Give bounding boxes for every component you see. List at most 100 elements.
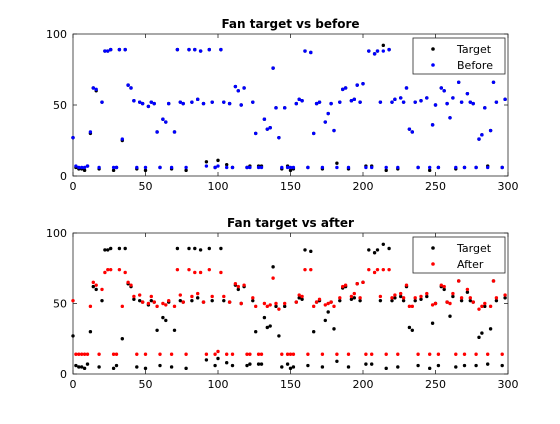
data-point (436, 165, 441, 170)
data-point (361, 82, 365, 86)
data-point (169, 365, 174, 369)
data-point (413, 296, 417, 300)
data-point (251, 298, 255, 303)
data-point (291, 165, 296, 170)
data-point (164, 303, 168, 307)
data-point (216, 356, 220, 361)
data-point (381, 267, 385, 272)
data-point (198, 248, 203, 252)
data-point (332, 128, 336, 133)
data-point (303, 267, 307, 272)
data-point (242, 86, 246, 90)
data-point (335, 165, 339, 170)
data-point (297, 97, 301, 102)
data-point (248, 362, 252, 366)
data-point (198, 270, 203, 275)
data-point (120, 304, 125, 309)
data-point (225, 352, 229, 356)
data-point (486, 352, 490, 356)
data-point (430, 321, 435, 325)
data-point (80, 165, 84, 170)
data-point (256, 352, 261, 356)
data-point (393, 296, 397, 300)
data-point (442, 287, 446, 292)
data-point (123, 47, 127, 52)
data-point (433, 301, 438, 306)
data-point (123, 246, 127, 251)
data-point (477, 335, 481, 340)
data-point (500, 363, 504, 368)
data-point (399, 96, 403, 100)
data-point (416, 363, 420, 368)
data-point (381, 43, 385, 48)
data-point (326, 310, 330, 314)
data-point (375, 248, 380, 252)
data-point (132, 297, 136, 301)
data-point (494, 298, 499, 303)
data-point (425, 291, 429, 296)
legend-label: Before (457, 59, 493, 72)
data-point (312, 304, 316, 309)
data-point (219, 47, 223, 52)
data-point (161, 301, 165, 306)
data-point (300, 99, 304, 103)
data-point (271, 265, 275, 269)
data-point (164, 120, 168, 124)
data-point (358, 100, 362, 104)
data-point (126, 280, 130, 285)
data-point (486, 165, 490, 170)
data-point (158, 352, 162, 356)
data-point (483, 106, 487, 110)
data-point (274, 304, 278, 309)
legend-marker (431, 246, 435, 250)
data-point (94, 287, 98, 292)
data-point (196, 296, 200, 300)
data-point (123, 270, 127, 275)
data-point (117, 267, 122, 272)
data-point (274, 106, 278, 110)
data-point (109, 246, 113, 251)
data-point (187, 267, 191, 272)
data-point (384, 352, 388, 356)
data-point (109, 47, 113, 52)
x-tick-label: 200 (353, 180, 374, 193)
data-point (254, 131, 258, 136)
data-point (459, 296, 464, 300)
data-point (225, 165, 229, 170)
data-point (111, 352, 116, 356)
data-point (367, 49, 371, 53)
y-tick-label: 0 (60, 170, 67, 183)
data-point (439, 283, 443, 287)
legend-label: Target (456, 242, 492, 255)
data-point (442, 284, 446, 289)
data-point (352, 291, 356, 296)
data-point (152, 101, 156, 106)
y-tick-label: 50 (53, 99, 67, 112)
chart-title: Fan target vs before (221, 17, 359, 31)
data-point (146, 104, 151, 109)
data-point (143, 366, 148, 371)
data-point (245, 352, 249, 356)
data-point (378, 294, 383, 299)
data-point (140, 300, 145, 304)
data-point (358, 296, 362, 300)
data-point (303, 49, 307, 53)
data-point (259, 362, 264, 366)
data-point (297, 296, 301, 300)
data-point (297, 293, 301, 297)
data-point (167, 298, 171, 303)
data-point (100, 100, 104, 104)
data-point (210, 298, 214, 303)
data-point (155, 130, 159, 134)
data-point (341, 87, 345, 92)
data-point (462, 165, 467, 170)
data-point (488, 304, 493, 309)
data-point (129, 283, 133, 287)
data-point (251, 100, 255, 104)
data-point (442, 89, 446, 93)
data-point (503, 296, 507, 300)
data-point (219, 270, 223, 275)
data-point (184, 165, 188, 170)
data-point (462, 363, 467, 368)
